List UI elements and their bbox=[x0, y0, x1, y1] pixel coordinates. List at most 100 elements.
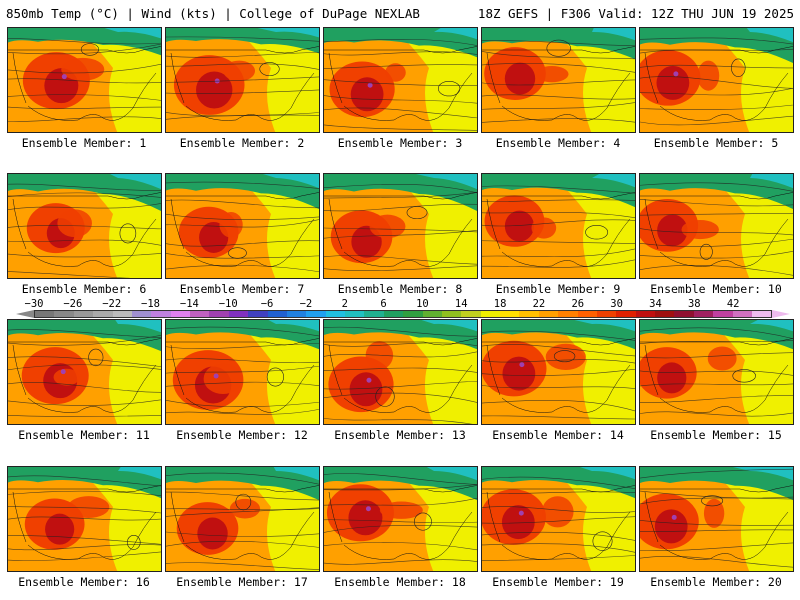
colorbar-cell bbox=[674, 311, 694, 317]
colorbar-tick-label: 18 bbox=[493, 298, 507, 310]
ensemble-member-caption: Ensemble Member: 3 bbox=[337, 136, 463, 150]
ensemble-member-caption: Ensemble Member: 18 bbox=[334, 575, 466, 589]
colorbar-cell bbox=[54, 311, 74, 317]
colorbar-cell bbox=[577, 311, 597, 317]
colorbar-tick-label: 38 bbox=[687, 298, 701, 310]
ensemble-map bbox=[639, 173, 794, 279]
temperature-field bbox=[640, 467, 793, 571]
colorbar-cell bbox=[286, 311, 307, 317]
temperature-field bbox=[8, 174, 161, 278]
ensemble-member-caption: Ensemble Member: 8 bbox=[337, 282, 463, 296]
colorbar-tick-label: 26 bbox=[571, 298, 585, 310]
ensemble-map bbox=[481, 27, 636, 133]
ensemble-map bbox=[639, 27, 794, 133]
ensemble-map bbox=[323, 466, 478, 572]
temperature-field bbox=[482, 28, 635, 132]
colorbar-tick-label: −14 bbox=[179, 298, 199, 310]
ensemble-member-caption: Ensemble Member: 4 bbox=[495, 136, 621, 150]
colorbar-tick-label: 30 bbox=[610, 298, 623, 310]
colorbar-cell bbox=[131, 311, 152, 317]
temperature-field bbox=[640, 174, 793, 278]
colorbar-tick-label: −22 bbox=[102, 298, 122, 310]
temperature-field bbox=[324, 28, 477, 132]
ensemble-member-caption: Ensemble Member: 16 bbox=[18, 575, 150, 589]
temperature-field bbox=[324, 320, 477, 424]
colorbar-tick-label: −30 bbox=[24, 298, 44, 310]
colorbar-tick-label: −6 bbox=[260, 298, 274, 310]
ensemble-member-caption: Ensemble Member: 19 bbox=[492, 575, 624, 589]
ensemble-map bbox=[323, 173, 478, 279]
temperature-field bbox=[166, 467, 319, 571]
colorbar-cell bbox=[500, 311, 520, 317]
colorbar-high-extension bbox=[772, 310, 790, 318]
colorbar-cell bbox=[73, 311, 94, 317]
temperature-field bbox=[324, 174, 477, 278]
ensemble-map bbox=[639, 466, 794, 572]
colorbar-cell bbox=[558, 311, 578, 317]
colorbar-cell bbox=[713, 311, 733, 317]
colorbar-cell bbox=[248, 311, 268, 317]
ensemble-member-caption: Ensemble Member: 15 bbox=[650, 428, 782, 442]
temperature-field bbox=[482, 467, 635, 571]
temperature-field bbox=[166, 320, 319, 424]
colorbar-tick-label: 42 bbox=[726, 298, 740, 310]
colorbar-cell bbox=[596, 311, 617, 317]
temperature-colorbar: −30 −26 −22 −18 −14 −10 −6 −2 2 6 10 14 18 22 26 30 34 38… bbox=[8, 298, 792, 320]
colorbar-cell bbox=[616, 311, 636, 317]
header-valid-time: 18Z GEFS | F306 Valid: 12Z THU JUN 19 20… bbox=[477, 6, 794, 21]
ensemble-member-caption: Ensemble Member: 9 bbox=[495, 282, 621, 296]
colorbar-cell bbox=[441, 311, 462, 317]
colorbar-tick-label: 6 bbox=[380, 298, 387, 310]
colorbar-cell bbox=[93, 311, 113, 317]
temperature-field bbox=[324, 467, 477, 571]
colorbar-cell bbox=[267, 311, 287, 317]
ensemble-map bbox=[7, 319, 162, 425]
ensemble-map bbox=[323, 27, 478, 133]
ensemble-member-caption: Ensemble Member: 1 bbox=[21, 136, 147, 150]
colorbar-cell bbox=[403, 311, 423, 317]
ensemble-member-caption: Ensemble Member: 20 bbox=[650, 575, 782, 589]
ensemble-member-caption: Ensemble Member: 5 bbox=[653, 136, 779, 150]
ensemble-map bbox=[639, 319, 794, 425]
ensemble-map bbox=[481, 173, 636, 279]
colorbar-cell bbox=[35, 311, 55, 317]
colorbar-cell bbox=[345, 311, 365, 317]
colorbar-cell bbox=[190, 311, 210, 317]
colorbar-cell bbox=[480, 311, 500, 317]
colorbar-cell bbox=[170, 311, 190, 317]
colorbar-cell bbox=[364, 311, 384, 317]
colorbar-low-extension bbox=[16, 310, 34, 318]
colorbar-tick-label: 10 bbox=[416, 298, 429, 310]
colorbar-cell bbox=[655, 311, 675, 317]
colorbar-cell bbox=[306, 311, 326, 317]
ensemble-member-caption: Ensemble Member: 11 bbox=[18, 428, 150, 442]
colorbar-tick-label: −10 bbox=[218, 298, 238, 310]
colorbar-cell bbox=[325, 311, 345, 317]
temperature-field bbox=[640, 320, 793, 424]
temperature-field bbox=[8, 320, 161, 424]
ensemble-map bbox=[323, 319, 478, 425]
colorbar-cell bbox=[519, 311, 539, 317]
ensemble-map bbox=[165, 466, 320, 572]
ensemble-member-caption: Ensemble Member: 14 bbox=[492, 428, 624, 442]
temperature-field bbox=[166, 174, 319, 278]
colorbar-cell bbox=[151, 311, 171, 317]
colorbar-cell bbox=[383, 311, 404, 317]
colorbar-cell bbox=[635, 311, 655, 317]
colorbar-tick-label: 2 bbox=[341, 298, 348, 310]
ensemble-member-caption: Ensemble Member: 13 bbox=[334, 428, 466, 442]
ensemble-map bbox=[7, 27, 162, 133]
ensemble-map bbox=[7, 173, 162, 279]
ensemble-member-caption: Ensemble Member: 6 bbox=[21, 282, 147, 296]
colorbar-cell bbox=[751, 311, 772, 317]
colorbar-cell bbox=[228, 311, 249, 317]
ensemble-member-caption: Ensemble Member: 17 bbox=[176, 575, 308, 589]
temperature-field bbox=[8, 467, 161, 571]
ensemble-map bbox=[165, 173, 320, 279]
temperature-field bbox=[166, 28, 319, 132]
ensemble-map bbox=[7, 466, 162, 572]
ensemble-map bbox=[481, 319, 636, 425]
colorbar-cell bbox=[112, 311, 132, 317]
ensemble-member-caption: Ensemble Member: 10 bbox=[650, 282, 782, 296]
